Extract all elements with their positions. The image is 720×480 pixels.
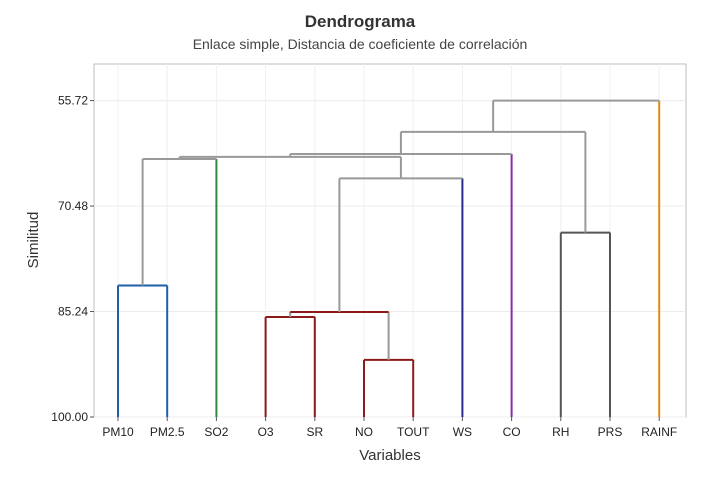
x-tick-label: PM2.5 [150,425,185,439]
x-tick-label: SR [306,425,323,439]
x-tick-label: SO2 [204,425,228,439]
x-tick-label: RH [552,425,569,439]
y-axis-title: Similitud [25,212,42,269]
y-tick-label: 70.48 [58,199,88,213]
x-tick-label: WS [453,425,472,439]
x-tick-label: RAINF [641,425,677,439]
chart-subtitle: Enlace simple, Distancia de coeficiente … [192,36,528,52]
plot-area [93,63,687,418]
x-tick-label: CO [503,425,521,439]
x-tick-label: O3 [258,425,274,439]
y-tick-label: 55.72 [58,94,88,108]
y-tick-label: 85.24 [58,305,88,319]
x-tick-label: TOUT [397,425,430,439]
chart-title: Dendrograma [304,12,416,31]
y-tick-label: 100.00 [51,410,88,424]
x-tick-label: PRS [598,425,623,439]
x-tick-label: NO [355,425,373,439]
x-tick-label: PM10 [102,425,134,439]
x-axis-title: Variables [359,447,420,464]
